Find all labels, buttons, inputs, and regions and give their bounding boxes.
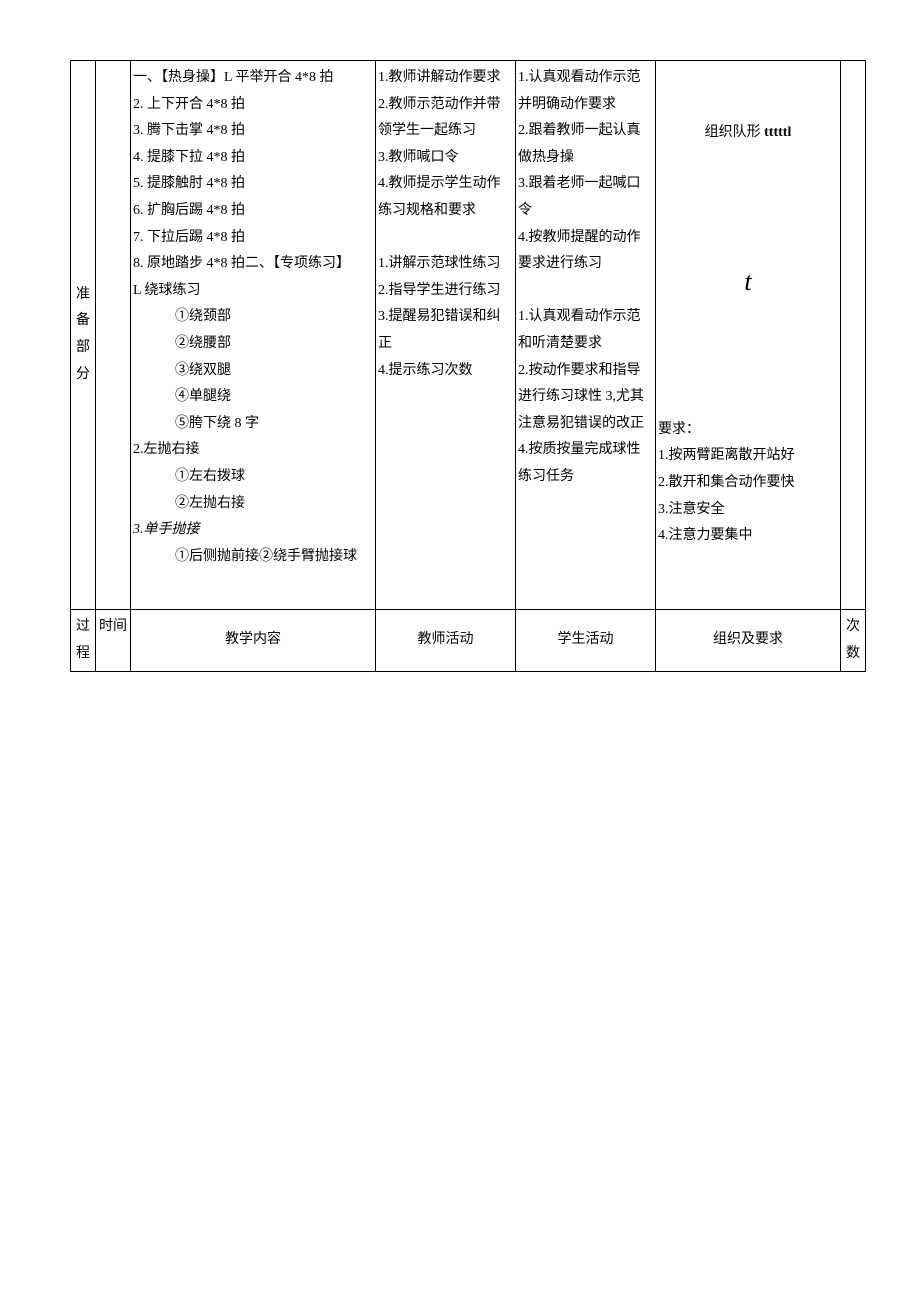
teacher-item: 3.教师喊口令	[378, 145, 513, 172]
content-line: 2.左抛右接	[133, 437, 373, 464]
header-student: 学生活动	[516, 610, 656, 672]
student-item: 3.跟着老师一起喊口令	[518, 171, 653, 224]
content-subitem: ①绕颈部	[133, 304, 373, 331]
content-line: 6. 扩胸后踢 4*8 拍	[133, 198, 373, 225]
requirement-item: 4.注意力要集中	[658, 523, 838, 550]
content-subitem: ④单腿绕	[133, 384, 373, 411]
requirement-item: 1.按两臂距离散开站好	[658, 443, 838, 470]
content-line: 3.单手抛接	[133, 517, 373, 544]
teaching-content-cell: 一、【热身操】L 平举开合 4*8 拍 2. 上下开合 4*8 拍 3. 腾下击…	[131, 61, 376, 610]
content-subitem: ②左抛右接	[133, 491, 373, 518]
header-org: 组织及要求	[656, 610, 841, 672]
content-line: L 绕球练习	[133, 278, 373, 305]
content-line: 一、【热身操】L 平举开合 4*8 拍	[133, 65, 373, 92]
phase-cell: 准 备部分	[71, 61, 96, 610]
lesson-plan-table: 准 备部分 一、【热身操】L 平举开合 4*8 拍 2. 上下开合 4*8 拍 …	[70, 60, 866, 672]
student-item: 4.按质按量完成球性练习任务	[518, 437, 653, 490]
requirements-title: 要求：	[658, 417, 838, 444]
content-subitem: ①后侧抛前接②绕手臂抛接球	[133, 544, 373, 571]
header-phase: 过程	[71, 610, 96, 672]
content-line: 4. 提膝下拉 4*8 拍	[133, 145, 373, 172]
student-item: 1.认真观看动作示范和听清楚要求	[518, 304, 653, 357]
content-row: 准 备部分 一、【热身操】L 平举开合 4*8 拍 2. 上下开合 4*8 拍 …	[71, 61, 866, 610]
teacher-item: 4.提示练习次数	[378, 358, 513, 385]
header-count: 次数	[841, 610, 866, 672]
student-item: 2.跟着教师一起认真做热身操	[518, 118, 653, 171]
header-row: 过程 时间 教学内容 教师活动 学生活动 组织及要求 次数	[71, 610, 866, 672]
content-subitem: ⑤胯下绕 8 字	[133, 411, 373, 438]
teacher-item: 2.教师示范动作并带领学生一起练习	[378, 92, 513, 145]
student-item: 2.按动作要求和指导进行练习球性 3,尤其注意易犯错误的改正	[518, 358, 653, 438]
student-activity-cell: 1.认真观看动作示范并明确动作要求 2.跟着教师一起认真做热身操 3.跟着老师一…	[516, 61, 656, 610]
header-time: 时间	[96, 610, 131, 672]
formation-symbol: tttttl	[764, 125, 791, 140]
time-cell	[96, 61, 131, 610]
content-subitem: ③绕双腿	[133, 358, 373, 385]
content-line: 7. 下拉后踢 4*8 拍	[133, 225, 373, 252]
formation-label: 组织队形	[705, 125, 765, 140]
teacher-item: 1.讲解示范球性练习	[378, 251, 513, 278]
student-item: 1.认真观看动作示范并明确动作要求	[518, 65, 653, 118]
requirement-item: 3.注意安全	[658, 497, 838, 524]
count-cell	[841, 61, 866, 610]
content-line: 5. 提膝触肘 4*8 拍	[133, 171, 373, 198]
requirement-item: 2.散开和集合动作要快	[658, 470, 838, 497]
organization-cell: 组织队形 tttttl t 要求： 1.按两臂距离散开站好 2.散开和集合动作要…	[656, 61, 841, 610]
content-line: 2. 上下开合 4*8 拍	[133, 92, 373, 119]
teacher-item: 2.指导学生进行练习	[378, 278, 513, 305]
content-subitem: ①左右拨球	[133, 464, 373, 491]
content-line: 8. 原地踏步 4*8 拍二、【专项练习】	[133, 251, 373, 278]
teacher-activity-cell: 1.教师讲解动作要求 2.教师示范动作并带领学生一起练习 3.教师喊口令 4.教…	[376, 61, 516, 610]
teacher-item: 3.提醒易犯错误和纠正	[378, 304, 513, 357]
teacher-item: 4.教师提示学生动作练习规格和要求	[378, 171, 513, 224]
teacher-item: 1.教师讲解动作要求	[378, 65, 513, 92]
header-content: 教学内容	[131, 610, 376, 672]
formation-symbol-large: t	[658, 257, 838, 306]
student-item: 4.按教师提醒的动作要求进行练习	[518, 225, 653, 278]
content-line: 3. 腾下击掌 4*8 拍	[133, 118, 373, 145]
header-teacher: 教师活动	[376, 610, 516, 672]
content-subitem: ②绕腰部	[133, 331, 373, 358]
